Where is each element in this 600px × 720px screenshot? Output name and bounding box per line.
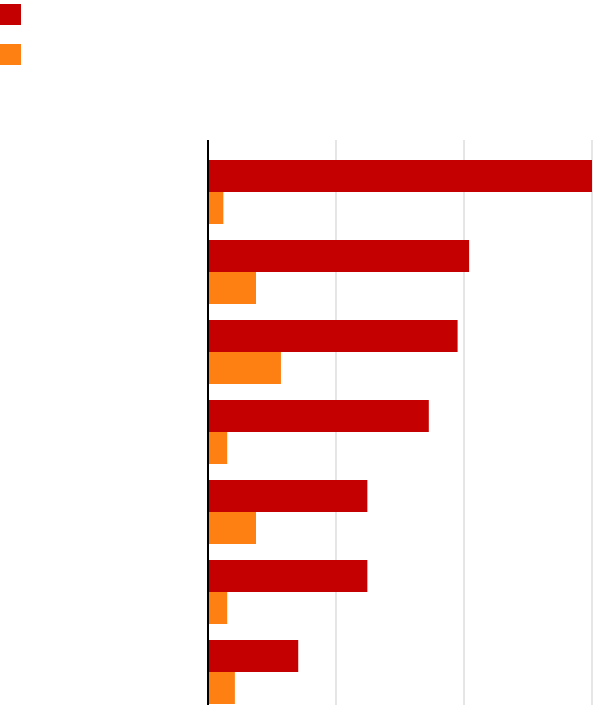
bar-series-b-7 bbox=[208, 672, 235, 704]
bar-series-a-1 bbox=[208, 160, 592, 192]
bar-series-a-7 bbox=[208, 640, 299, 672]
bar-series-a-3 bbox=[208, 320, 458, 352]
legend-swatch-series-a bbox=[0, 4, 21, 25]
chart-legend bbox=[0, 0, 600, 90]
bar-series-b-6 bbox=[208, 592, 228, 624]
bar-series-a-2 bbox=[208, 240, 470, 272]
bars bbox=[208, 160, 592, 704]
bar-series-a-6 bbox=[208, 560, 368, 592]
bar-series-b-4 bbox=[208, 432, 228, 464]
bar-series-b-5 bbox=[208, 512, 256, 544]
bar-series-a-5 bbox=[208, 480, 368, 512]
bar-series-b-2 bbox=[208, 272, 256, 304]
legend-swatch-series-b bbox=[0, 44, 21, 65]
bar-series-b-3 bbox=[208, 352, 281, 384]
bar-series-a-4 bbox=[208, 400, 429, 432]
bar-series-b-1 bbox=[208, 192, 224, 224]
